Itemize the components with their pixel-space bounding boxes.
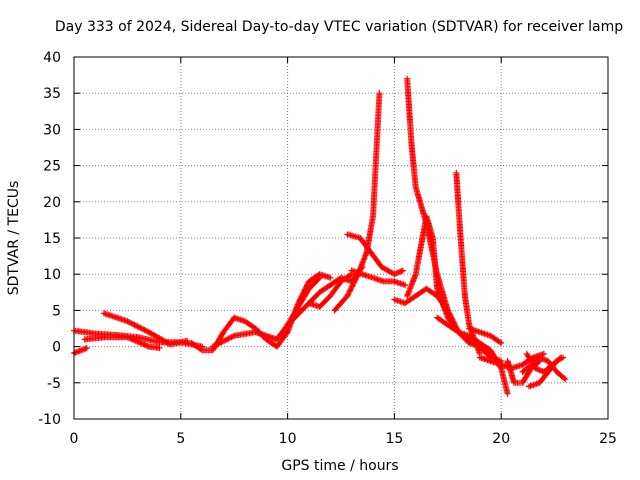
series-track-11 (344, 231, 406, 278)
data-point-markers (100, 310, 191, 348)
x-tick-label: 25 (599, 431, 617, 447)
data-point-markers (348, 267, 409, 289)
series-track-12 (348, 267, 409, 289)
x-tick-label: 20 (492, 431, 510, 447)
data-point-markers (263, 271, 334, 350)
data-point-markers (331, 90, 383, 314)
series-track-10 (331, 90, 383, 314)
y-tick-label: 25 (43, 159, 61, 175)
data-point-markers (466, 325, 505, 346)
data-points (71, 75, 569, 397)
y-tick-label: 40 (43, 50, 61, 66)
x-tick-label: 10 (279, 431, 297, 447)
x-tick-label: 0 (70, 431, 79, 447)
series-track-3 (100, 310, 191, 348)
x-tick-label: 15 (385, 431, 403, 447)
chart-title: Day 333 of 2024, Sidereal Day-to-day VTE… (55, 19, 623, 35)
y-axis-label: SDTVAR / TECUs (6, 181, 22, 296)
data-point-markers (81, 334, 163, 351)
x-axis-label: GPS time / hours (281, 458, 398, 474)
y-tick-label: 15 (43, 231, 61, 247)
data-point-markers (453, 169, 483, 357)
ticks: 0 5 10 15 20 25 -10 -5 0 5 10 15 20 25 30 35 40 (38, 50, 617, 447)
x-tick-label: 5 (176, 431, 185, 447)
y-tick-label: 0 (52, 340, 61, 356)
y-tick-label: 35 (43, 86, 61, 102)
y-tick-label: -10 (38, 412, 61, 428)
data-point-markers (344, 231, 406, 278)
series-track-7 (263, 271, 334, 350)
series-track-4 (81, 334, 163, 351)
data-point-markers (523, 350, 564, 375)
y-tick-label: -5 (47, 376, 61, 392)
y-tick-label: 30 (43, 122, 61, 138)
y-tick-label: 20 (43, 195, 61, 211)
y-tick-label: 5 (52, 303, 61, 319)
series-track-16 (453, 169, 483, 357)
series-track-18 (466, 325, 505, 346)
y-tick-label: 10 (43, 267, 61, 283)
series-track-23 (523, 350, 564, 375)
